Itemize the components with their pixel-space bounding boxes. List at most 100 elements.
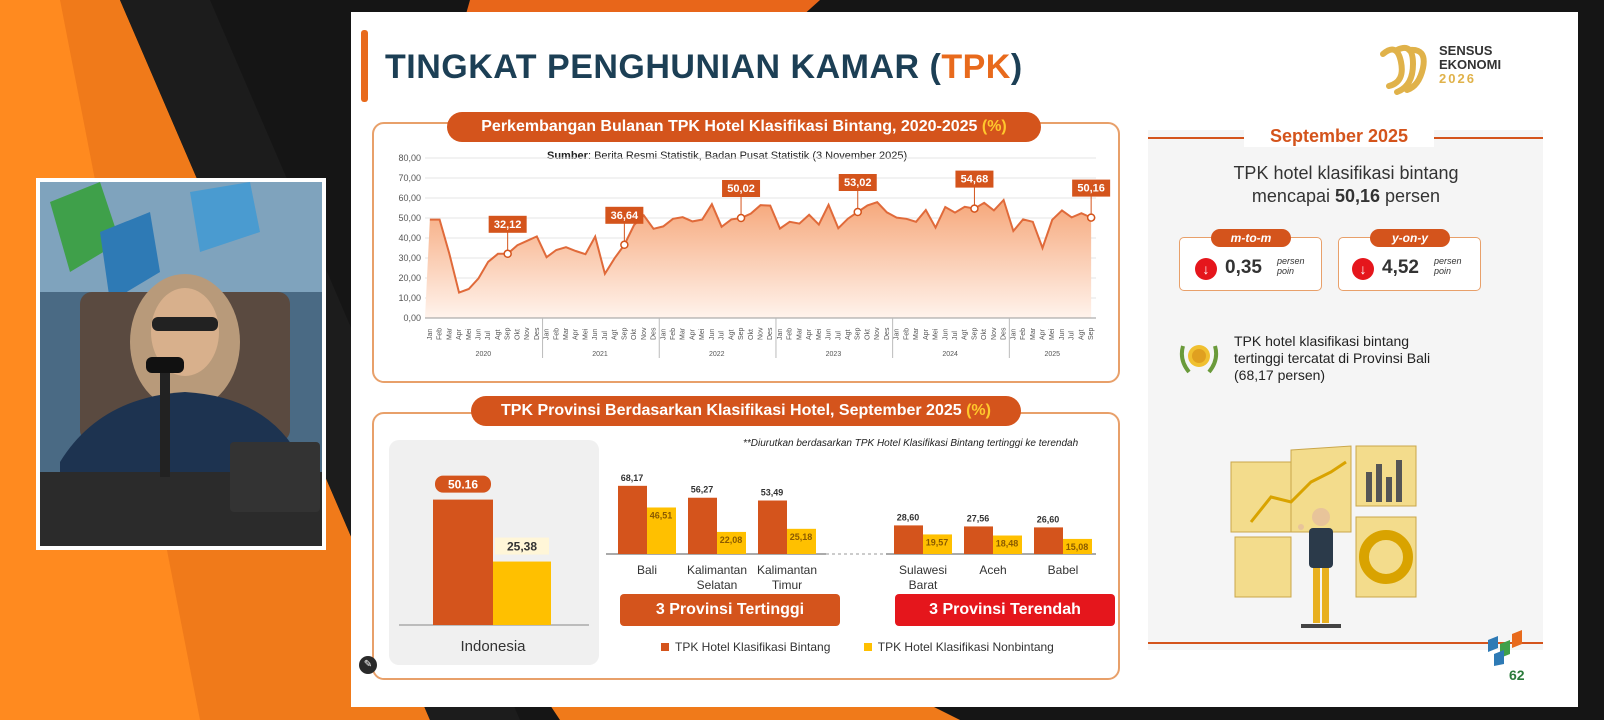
x-month-label: Des <box>1001 327 1008 340</box>
logo-line-1: SENSUS <box>1439 43 1493 58</box>
bar-nonbintang-label: 18,48 <box>996 539 1019 549</box>
x-month-label: Sep <box>738 327 745 340</box>
annotation-point <box>1086 213 1096 222</box>
annotation-point <box>503 249 512 259</box>
bar-bintang-label: 53,49 <box>761 488 784 498</box>
analyst-illustration <box>1230 445 1417 628</box>
indonesia-label-bintang-bg <box>435 475 491 493</box>
x-month-label: Mei <box>699 328 706 340</box>
mtm-down-icon: ↓ <box>1195 258 1217 280</box>
x-month-label: Apr <box>689 328 696 340</box>
x-month-label: Jun <box>709 329 716 340</box>
y-tick-label: 40,00 <box>398 233 421 243</box>
yoy-label: y-on-y <box>1370 229 1450 247</box>
line-chart-heading-unit: (%) <box>981 118 1007 135</box>
x-month-label: Jun <box>1059 329 1066 340</box>
x-year-label: 2021 <box>592 351 608 358</box>
annotation-box <box>838 174 877 191</box>
x-month-label: Apr <box>573 328 580 340</box>
annotation-box <box>722 180 761 197</box>
x-month-label: Jun <box>826 329 833 340</box>
x-month-label: Agt <box>962 329 969 340</box>
yoy-down-icon: ↓ <box>1352 258 1374 280</box>
x-month-label: Mei <box>466 328 473 340</box>
x-month-label: Mar <box>680 327 687 340</box>
x-month-label: Mar <box>1030 327 1037 340</box>
annotation-box <box>488 215 527 233</box>
annotation-label: 36,64 <box>611 210 639 222</box>
province-category-label: Selatan <box>697 578 738 592</box>
province-category-label: Aceh <box>979 563 1006 577</box>
bar-nonbintang <box>647 507 676 554</box>
x-month-label: Mei <box>816 328 823 340</box>
x-month-label: Apr <box>923 328 930 340</box>
annotation-box <box>1072 179 1111 197</box>
x-month-label: Agt <box>495 329 502 340</box>
indonesia-category: Indonesia <box>460 638 526 655</box>
bar-bintang <box>964 526 993 554</box>
source-label: Sumber <box>547 150 588 162</box>
x-month-label: Sep <box>971 327 978 340</box>
x-month-label: Apr <box>456 328 463 340</box>
x-month-label: Feb <box>1020 328 1027 340</box>
x-month-label: Jun <box>592 329 599 340</box>
side-bottom-line <box>1148 642 1543 644</box>
legend-bintang: TPK Hotel Klasifikasi Bintang <box>675 640 831 654</box>
annotation-label: 50,02 <box>727 183 755 195</box>
x-month-label: Jul <box>1069 331 1076 340</box>
slide: TINGKAT PENGHUNIAN KAMAR (TPK) SENSUS EK… <box>351 12 1578 707</box>
logo-line-2: EKONOMI <box>1439 57 1502 72</box>
annotation-box <box>605 206 644 224</box>
x-month-label: Jan <box>894 329 901 340</box>
legend-swatch-bintang <box>661 643 669 651</box>
bottom-provinces-label: 3 Provinsi Terendah <box>895 594 1115 626</box>
laurel-medal-icon <box>1179 345 1219 374</box>
x-month-label: Jun <box>942 329 949 340</box>
logo-emblem-icon <box>1380 44 1427 95</box>
x-month-label: Feb <box>787 328 794 340</box>
side-summary: TPK hotel klasifikasi bintang mencapai 5… <box>1151 162 1541 208</box>
x-month-label: Sep <box>1088 327 1095 340</box>
line-chart-source: Sumber: Berita Resmi Statistik, Badan Pu… <box>547 150 907 162</box>
bar-bintang <box>618 485 647 554</box>
mtm-label: m-to-m <box>1211 229 1291 247</box>
slide-title: TINGKAT PENGHUNIAN KAMAR (TPK) <box>385 48 1023 87</box>
yoy-unit: persen poin <box>1434 256 1462 276</box>
annotation-box <box>955 170 994 188</box>
tpk-area <box>425 200 1092 318</box>
province-category-label: Sulawesi <box>899 563 947 577</box>
bali-line-3: (68,17 persen) <box>1234 367 1326 383</box>
x-month-label: Feb <box>670 328 677 340</box>
annotation-label: 32,12 <box>494 219 522 231</box>
x-month-label: Sep <box>505 327 512 340</box>
x-month-label: Jan <box>777 329 784 340</box>
legend-swatch-nonbintang <box>863 643 872 651</box>
x-month-label: Okt <box>981 329 988 340</box>
edit-icon[interactable]: ✎ <box>359 656 377 674</box>
y-tick-label: 10,00 <box>398 293 421 303</box>
bar-nonbintang <box>1063 538 1092 554</box>
x-month-label: Feb <box>437 328 444 340</box>
summary-prefix: mencapai <box>1251 186 1335 206</box>
province-category-label: Babel <box>1048 563 1079 577</box>
x-month-label: Jan <box>544 329 551 340</box>
x-month-label: Feb <box>553 328 560 340</box>
x-month-label: Mei <box>933 328 940 340</box>
x-month-label: Apr <box>806 328 813 340</box>
indonesia-box <box>389 440 599 665</box>
x-year-label: 2022 <box>709 351 725 358</box>
bar-nonbintang-label: 19,57 <box>926 537 949 547</box>
annotation-point <box>620 240 629 250</box>
bar-nonbintang-label: 46,51 <box>650 510 673 520</box>
y-tick-label: 30,00 <box>398 253 421 263</box>
bali-line-2: tertinggi tercatat di Provinsi Bali <box>1234 350 1431 366</box>
bar-chart-heading-unit: (%) <box>966 402 991 419</box>
tpk-line-chart: 0,00 10,00 20,00 30,00 40,00 50,00 60,00 70,00 8… <box>398 153 1111 358</box>
slide-title-accent: TPK <box>941 48 1011 86</box>
bali-line-1: TPK hotel klasifikasi bintang <box>1234 333 1410 349</box>
yoy-unit-2: poin <box>1434 266 1452 276</box>
presenter-video <box>36 178 326 550</box>
bar-bintang <box>758 500 787 554</box>
x-month-label: Nov <box>641 327 648 340</box>
x-month-label: Agt <box>612 329 619 340</box>
